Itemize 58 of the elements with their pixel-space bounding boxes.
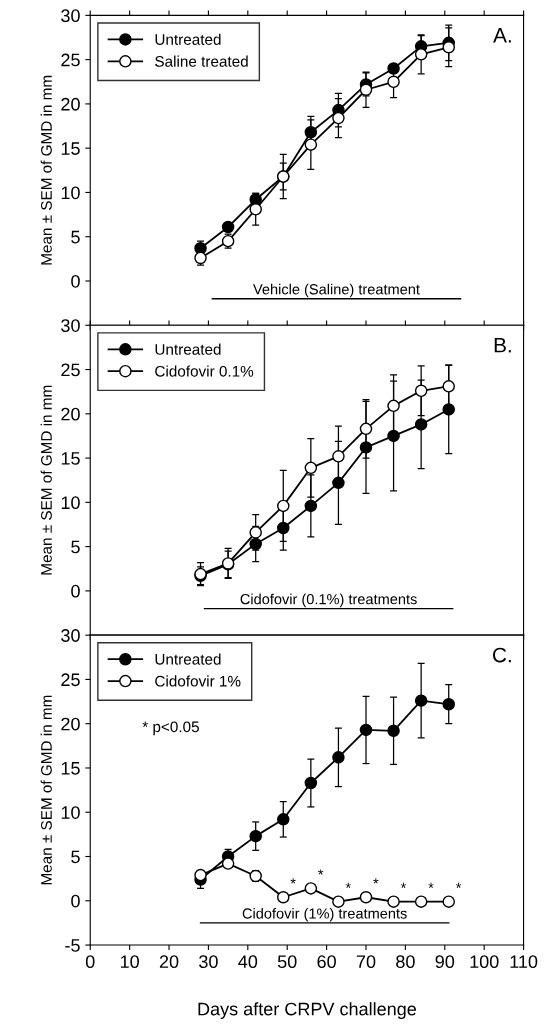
x-tick-label: 40 bbox=[238, 955, 258, 969]
y-tick-label: 15 bbox=[61, 452, 80, 465]
y-tick-label: 5 bbox=[71, 540, 80, 554]
x-tick-label: 10 bbox=[120, 955, 139, 969]
annotation: Cidofovir (0.1%) treatments bbox=[240, 593, 417, 608]
annotation: * bbox=[290, 878, 296, 884]
y-tick-label: 0 bbox=[71, 274, 80, 288]
x-tick-label: 50 bbox=[277, 955, 297, 969]
x-tick-label: 80 bbox=[396, 955, 415, 969]
x-axis-title: Days after CRPV challenge bbox=[198, 1002, 416, 1019]
annotation: C. bbox=[492, 647, 511, 663]
y-axis-title: Mean ± SEM of GMD in mm bbox=[40, 75, 52, 265]
annotation: Vehicle (Saline) treatment bbox=[253, 283, 420, 298]
y-tick-label: -5 bbox=[65, 939, 80, 952]
y-tick-label: 25 bbox=[61, 673, 80, 687]
x-tick-label: 0 bbox=[85, 955, 95, 969]
y-tick-label: 25 bbox=[61, 53, 80, 67]
legend-label: Saline treated bbox=[155, 55, 248, 67]
x-tick-label: 90 bbox=[435, 955, 455, 969]
y-tick-label: 20 bbox=[61, 407, 80, 421]
legend-label: Cidofovir 1% bbox=[155, 675, 241, 687]
annotation: * bbox=[345, 882, 351, 888]
x-tick-label: 60 bbox=[317, 955, 336, 969]
y-axis-title: Mean ± SEM of GMD in mm bbox=[40, 695, 52, 885]
annotation: * bbox=[373, 878, 379, 884]
y-tick-label: 30 bbox=[61, 9, 80, 23]
legend-label: Untreated bbox=[155, 33, 221, 45]
y-axis-title: Mean ± SEM of GMD in mm bbox=[40, 385, 52, 575]
x-tick-label: 100 bbox=[470, 955, 499, 969]
y-tick-label: 5 bbox=[71, 230, 80, 244]
x-tick-label: 30 bbox=[199, 955, 218, 969]
annotation: * bbox=[318, 869, 324, 875]
y-tick-label: 0 bbox=[71, 584, 80, 598]
y-tick-label: 25 bbox=[61, 363, 80, 377]
x-tick-label: 110 bbox=[510, 955, 538, 969]
legend-label: Untreated bbox=[155, 343, 221, 355]
legend-label: Cidofovir 0.1% bbox=[155, 365, 254, 377]
y-tick-label: 30 bbox=[61, 629, 80, 642]
y-tick-label: 20 bbox=[61, 97, 80, 111]
annotation: B. bbox=[494, 338, 511, 353]
y-tick-label: 15 bbox=[61, 762, 80, 775]
annotation: * p<0.05 bbox=[142, 721, 199, 736]
y-tick-label: 0 bbox=[71, 894, 80, 908]
y-tick-label: 30 bbox=[61, 319, 80, 332]
annotation: A. bbox=[493, 28, 511, 43]
annotation: * bbox=[455, 882, 462, 888]
annotation: * bbox=[400, 882, 407, 888]
y-tick-label: 10 bbox=[61, 186, 80, 200]
x-tick-label: 20 bbox=[159, 955, 179, 969]
y-tick-label: 10 bbox=[61, 496, 80, 510]
y-tick-label: 5 bbox=[71, 850, 80, 864]
annotation: * bbox=[428, 882, 434, 888]
y-tick-label: 20 bbox=[61, 717, 80, 731]
y-tick-label: 15 bbox=[61, 142, 80, 155]
x-tick-label: 70 bbox=[356, 955, 376, 969]
annotation: Cidofovir (1%) treatments bbox=[242, 907, 407, 922]
legend-label: Untreated bbox=[155, 653, 221, 665]
y-tick-label: 10 bbox=[61, 806, 80, 819]
